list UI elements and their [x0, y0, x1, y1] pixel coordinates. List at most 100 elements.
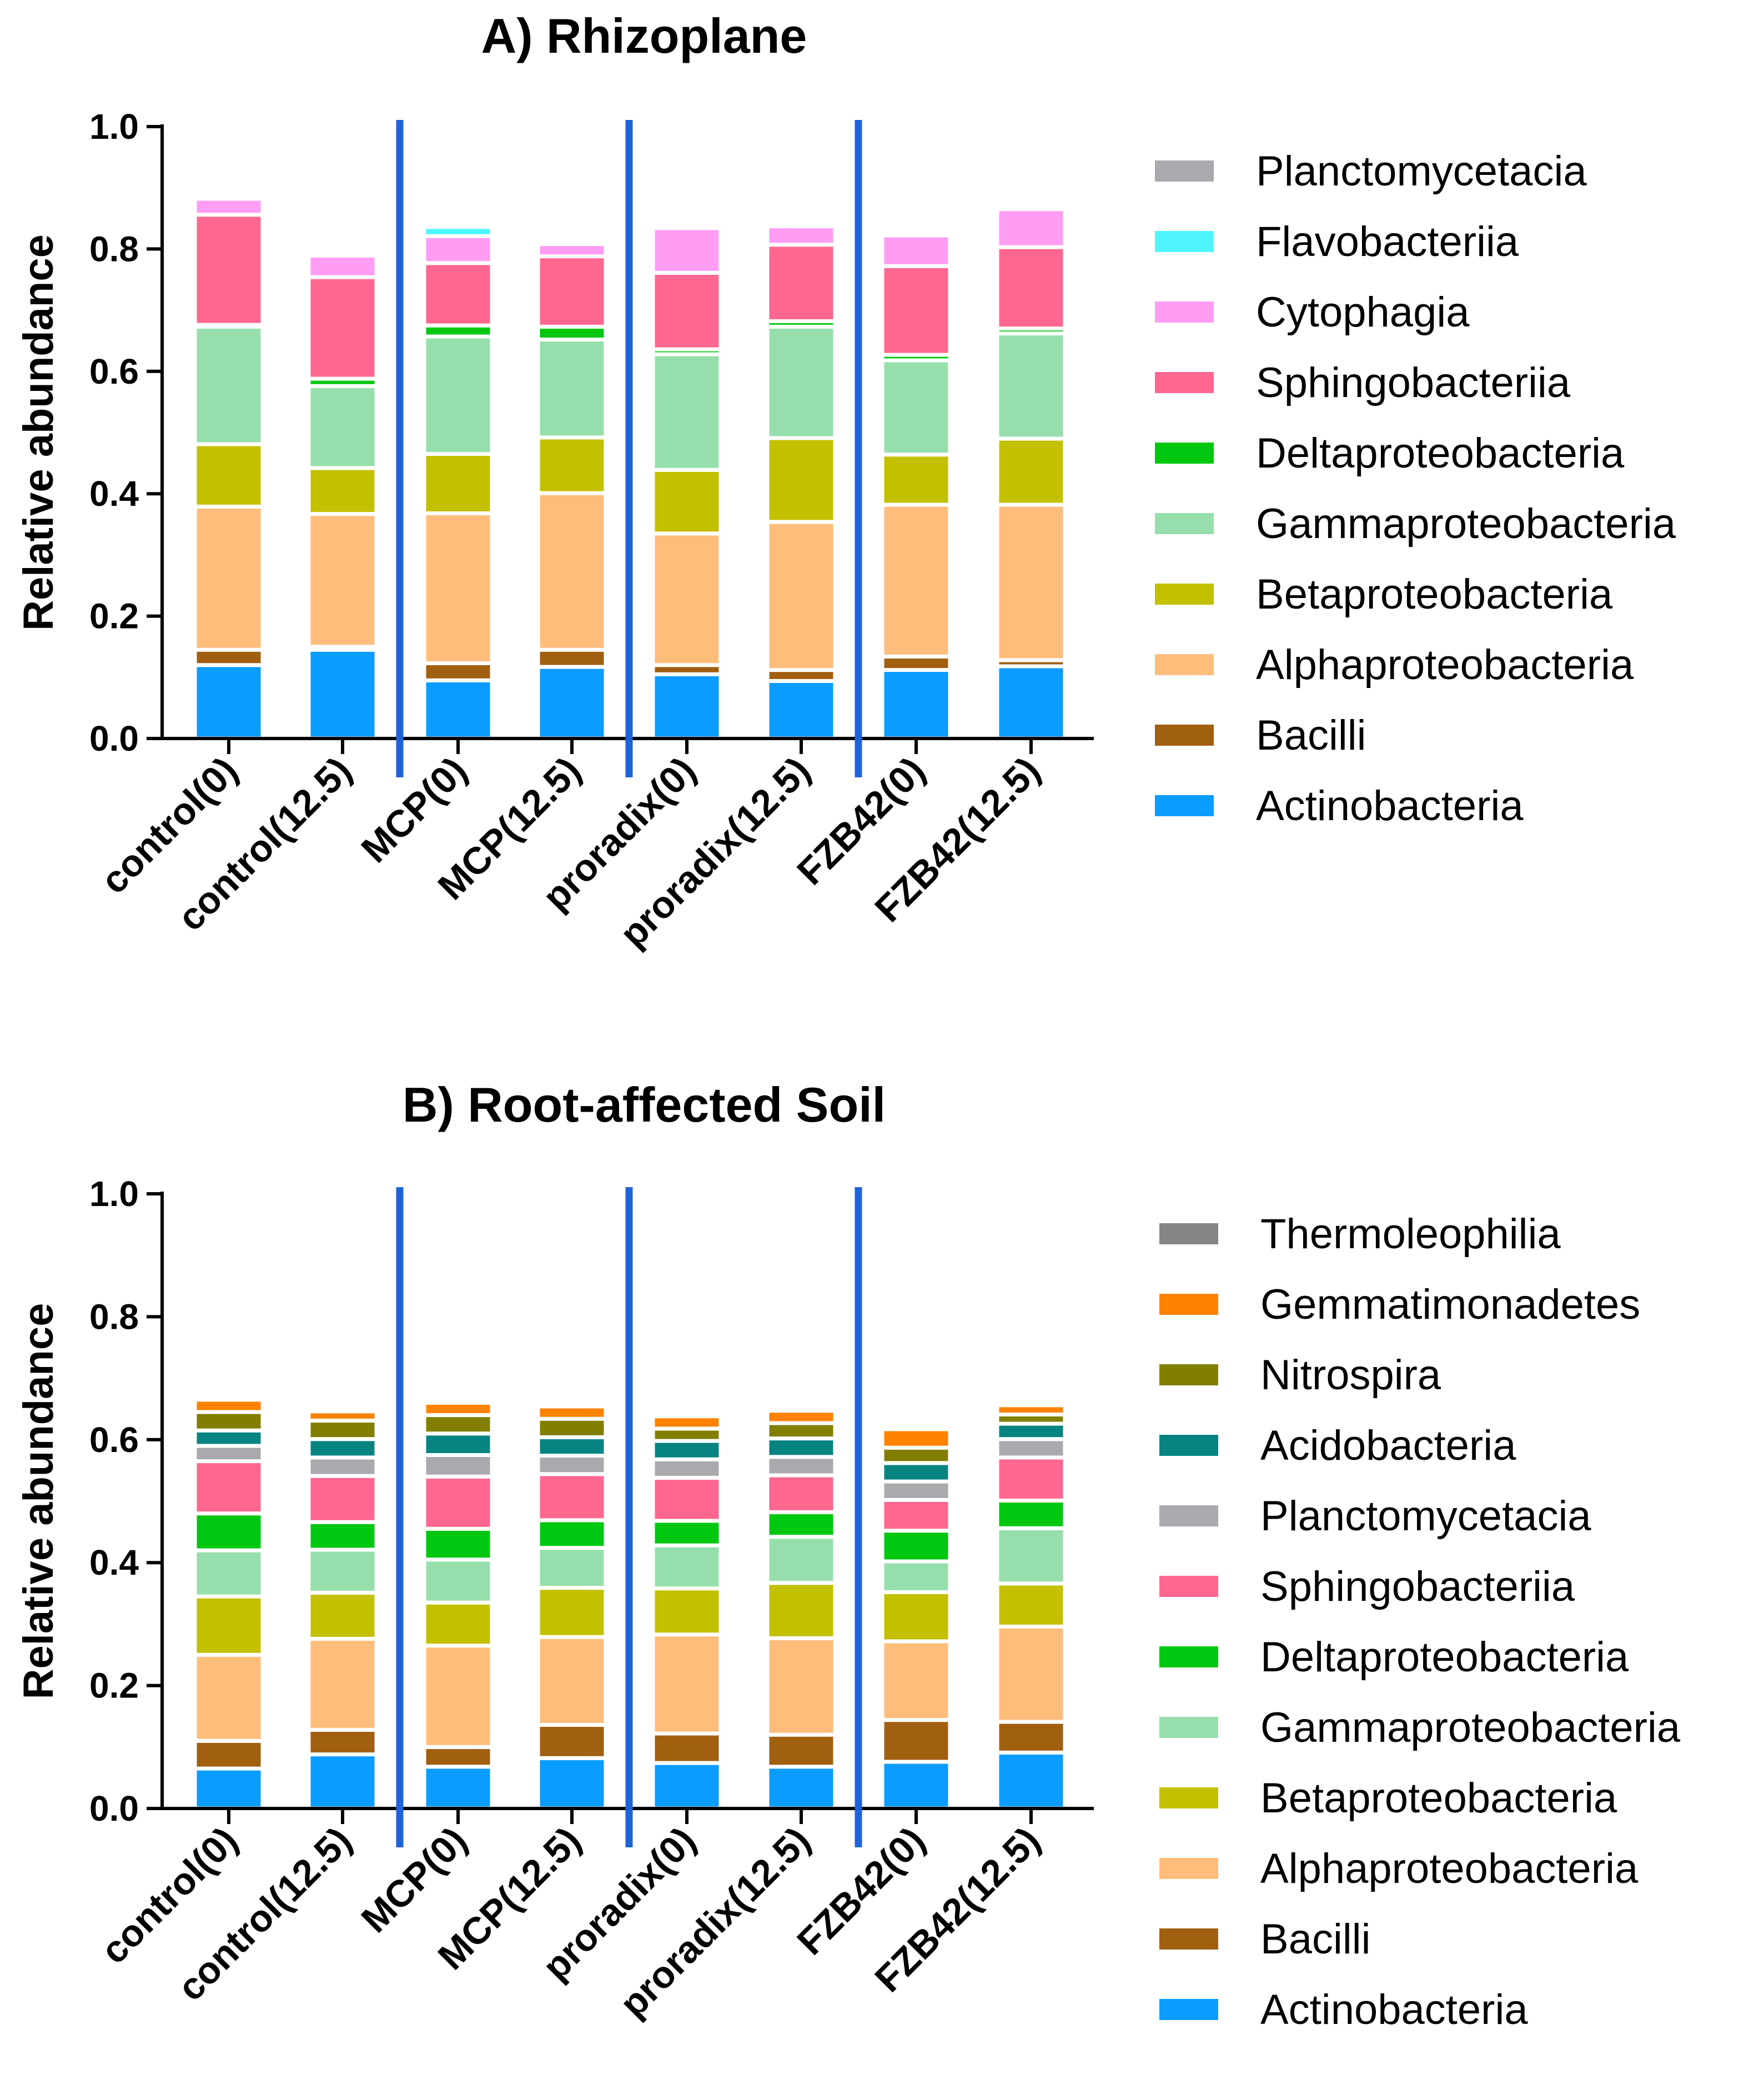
bar-segment-acidobacteria-control-0: [193, 1428, 265, 1448]
bar-stack-mcp-0: [422, 1400, 494, 1811]
bar-segment-cytophagia-mcp-0: [422, 234, 494, 265]
legend-label-planctomycetacia: Planctomycetacia: [1256, 148, 1587, 195]
bar-segment-planctomycetacia-fzb42-0: [880, 1479, 952, 1502]
legend-swatch-flavobacteriia: [1155, 231, 1214, 252]
legend-label-bacilli: Bacilli: [1256, 712, 1366, 759]
bar-segment-deltaproteobacteria-proradix-12-5: [765, 1510, 837, 1539]
bar-segment-nitrospira-control-0: [193, 1410, 265, 1433]
bar-segment-deltaproteobacteria-fzb42-12-5: [995, 1498, 1067, 1530]
bar-segment-gammaproteobacteria-mcp-0: [422, 334, 494, 456]
bar-segment-sphingobacteriia-control-12-5: [306, 275, 379, 381]
bar-segment-gammaproteobacteria-mcp-12-5: [536, 1546, 608, 1590]
bar-stack-mcp-0: [422, 222, 494, 741]
bar-segment-betaproteobacteria-control-12-5: [306, 466, 379, 516]
bar-segment-bacilli-mcp-0: [422, 661, 494, 682]
legend: Planctomycetacia Flavobacteriia Cytophagia…: [1155, 148, 1676, 830]
bar-segment-betaproteobacteria-mcp-0: [422, 1600, 494, 1648]
chart-panel-b: B) Root-affected Soil Relative abundance 0…: [15, 1077, 1681, 2033]
bar-segment-sphingobacteriia-control-12-5: [306, 1474, 379, 1524]
bar-stack-proradix-0: [651, 1414, 723, 1811]
bar-segment-bacilli-mcp-12-5: [536, 647, 608, 669]
y-tick-label: 0.4: [89, 1543, 139, 1582]
legend-label-actinobacteria: Actinobacteria: [1256, 782, 1524, 830]
bar-segment-alphaproteobacteria-control-0: [193, 1652, 265, 1743]
bar-segment-actinobacteria-proradix-12-5: [765, 1765, 837, 1811]
bar-segment-gemmatimonadetes-fzb42-0: [880, 1427, 952, 1450]
bar-segment-planctomycetacia-mcp-0: [422, 222, 494, 229]
bar-stack-control-0: [193, 1398, 265, 1811]
bar-segment-nitrospira-fzb42-0: [880, 1445, 952, 1465]
bar-segment-bacilli-fzb42-0: [880, 1718, 952, 1764]
legend-label-cytophagia: Cytophagia: [1256, 289, 1470, 336]
bar-segment-betaproteobacteria-control-12-5: [306, 1590, 379, 1641]
legend-swatch-sphingobacteriia: [1155, 372, 1214, 393]
bar-segment-sphingobacteriia-mcp-0: [422, 261, 494, 328]
legend-swatch-nitrospira: [1159, 1364, 1218, 1385]
legend-label-deltaproteobacteria: Deltaproteobacteria: [1256, 430, 1625, 477]
legend-label-deltaproteobacteria: Deltaproteobacteria: [1260, 1634, 1629, 1681]
y-tick-label: 0.0: [89, 719, 139, 758]
bar-segment-alphaproteobacteria-mcp-0: [422, 1644, 494, 1749]
bar-segment-betaproteobacteria-fzb42-0: [880, 453, 952, 507]
y-tick-label: 0.8: [89, 229, 139, 269]
bar-segment-gammaproteobacteria-control-0: [193, 324, 265, 446]
legend-swatch-sphingobacteriia: [1159, 1576, 1218, 1597]
legend-swatch-cytophagia: [1155, 302, 1214, 323]
bar-segment-actinobacteria-mcp-12-5: [536, 1756, 608, 1811]
bar-segment-gemmatimonadetes-mcp-0: [422, 1400, 494, 1418]
bar-segment-actinobacteria-control-0: [193, 663, 265, 741]
legend-label-sphingobacteriia: Sphingobacteriia: [1260, 1563, 1575, 1610]
bar-segment-sphingobacteriia-proradix-0: [651, 1475, 723, 1523]
bar-segment-betaproteobacteria-control-0: [193, 1594, 265, 1657]
bar-segment-bacilli-mcp-12-5: [536, 1722, 608, 1760]
legend-swatch-bacilli: [1159, 1928, 1218, 1950]
bar-segment-alphaproteobacteria-control-12-5: [306, 512, 379, 649]
bar-segment-betaproteobacteria-control-0: [193, 442, 265, 509]
legend-label-acidobacteria: Acidobacteria: [1260, 1422, 1516, 1469]
bar-segment-betaproteobacteria-proradix-12-5: [765, 1581, 837, 1640]
y-tick-label: 0.6: [89, 1420, 139, 1460]
bar-segment-gemmatimonadetes-control-0: [193, 1398, 265, 1414]
bar-segment-alphaproteobacteria-mcp-0: [422, 511, 494, 665]
y-tick-label: 0.2: [89, 596, 139, 636]
bar-segment-planctomycetacia-control-0: [193, 1444, 265, 1464]
bar-segment-gammaproteobacteria-proradix-12-5: [765, 1535, 837, 1585]
legend-swatch-gammaproteobacteria: [1159, 1717, 1218, 1738]
bar-stack-control-12-5: [306, 1409, 379, 1811]
bar-segment-deltaproteobacteria-mcp-12-5: [536, 1518, 608, 1550]
bar-segment-bacilli-control-12-5: [306, 1727, 379, 1757]
bar-segment-gammaproteobacteria-control-0: [193, 1548, 265, 1599]
bar-segment-bacilli-control-0: [193, 1739, 265, 1771]
legend-label-planctomycetacia: Planctomycetacia: [1260, 1493, 1591, 1540]
bar-segment-acidobacteria-proradix-0: [651, 1439, 723, 1461]
chart-panel-a: A) Rhizoplane Relative abundance 0.0 0.2 0.4…: [15, 8, 1676, 956]
bar-segment-actinobacteria-fzb42-12-5: [995, 1750, 1067, 1811]
bar-segment-cytophagia-fzb42-0: [880, 233, 952, 268]
legend-swatch-deltaproteobacteria: [1155, 443, 1214, 464]
bar-segment-planctomycetacia-control-12-5: [306, 1455, 379, 1478]
bar-segment-actinobacteria-control-12-5: [306, 1752, 379, 1811]
bar-segment-sphingobacteriia-mcp-12-5: [536, 254, 608, 329]
bar-segment-acidobacteria-fzb42-0: [880, 1461, 952, 1484]
bar-segment-planctomycetacia-proradix-0: [651, 1457, 723, 1480]
bar-segment-betaproteobacteria-fzb42-12-5: [995, 436, 1067, 507]
bar-segment-planctomycetacia-fzb42-12-5: [995, 1437, 1067, 1460]
bar-segment-alphaproteobacteria-control-0: [193, 504, 265, 652]
bar-segment-planctomycetacia-proradix-12-5: [765, 1455, 837, 1478]
bar-segment-betaproteobacteria-proradix-0: [651, 468, 723, 536]
bar-stack-proradix-12-5: [765, 1409, 837, 1811]
bar-segment-sphingobacteriia-proradix-12-5: [765, 243, 837, 323]
bar-segment-gammaproteobacteria-mcp-0: [422, 1558, 494, 1605]
bar-segment-bacilli-fzb42-0: [880, 654, 952, 672]
legend-label-gammaproteobacteria: Gammaproteobacteria: [1256, 500, 1676, 547]
bar-stack-fzb42-0: [880, 233, 952, 741]
bar-segment-alphaproteobacteria-proradix-0: [651, 1632, 723, 1736]
bar-stack-fzb42-12-5: [995, 207, 1067, 741]
bar-segment-bacilli-fzb42-12-5: [995, 1720, 1067, 1755]
bar-segment-sphingobacteriia-fzb42-12-5: [995, 1455, 1067, 1503]
y-tick-label: 0.2: [89, 1666, 139, 1706]
legend: Thermoleophilia Gemmatimonadetes Nitrospir…: [1159, 1210, 1681, 2033]
bar-segment-gammaproteobacteria-proradix-12-5: [765, 324, 837, 440]
legend-swatch-actinobacteria: [1159, 1999, 1218, 2020]
y-tick-label: 0.4: [89, 474, 139, 514]
